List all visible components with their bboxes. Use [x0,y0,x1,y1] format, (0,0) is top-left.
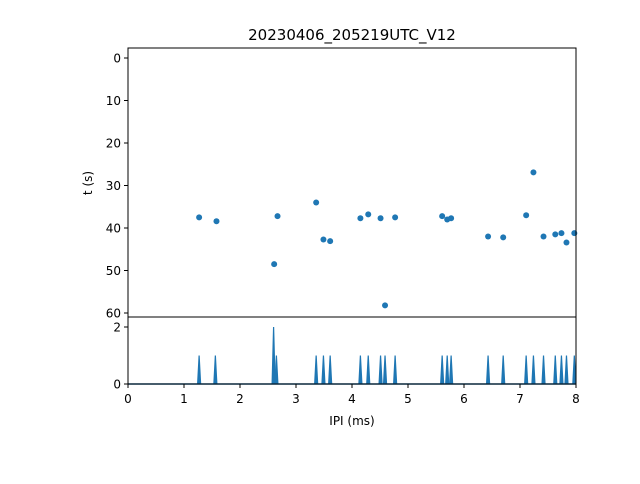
x-axis-label: IPI (ms) [329,414,374,428]
scatter-point [382,302,389,309]
histogram-bar [541,355,546,385]
histogram-bar [321,355,326,385]
scatter-point [365,211,372,218]
histogram-axes: 0 2 0 1 2 3 4 5 6 7 8 [113,316,580,406]
histogram-bar [572,355,577,385]
x-tick-label: 3 [292,392,300,406]
y-tick-label: 50 [106,264,121,278]
y-tick-label: 2 [113,321,121,335]
y-tick-label: 30 [106,179,121,193]
y-tick-label: 60 [106,307,121,321]
histogram-bar [382,355,388,385]
scatter-point [523,212,530,219]
scatter-point [196,214,203,221]
histogram-bar [531,355,536,385]
x-tick-label: 1 [180,392,188,406]
scatter-point [500,234,507,241]
chart-title: 20230406_205219UTC_V12 [248,26,456,45]
scatter-point [313,199,320,206]
histogram-bar [213,355,218,385]
histogram-bar [314,355,319,385]
histogram-bar [553,355,558,385]
scatter-point [213,218,220,225]
histogram-bar [485,355,491,385]
histogram-bar [274,355,279,385]
histogram-bar [378,355,383,385]
x-tick-label: 6 [460,392,468,406]
histogram-bar [564,355,569,385]
y-tick-label: 10 [106,94,121,108]
x-tick-label: 0 [124,392,132,406]
histogram-bar [366,355,371,385]
x-tick-label: 4 [348,392,356,406]
scatter-point [485,233,492,240]
scatter-point [552,231,559,238]
histogram-bar [328,355,333,385]
histogram-bar [524,355,529,385]
plot-frame [127,47,577,318]
y-tick-label: 40 [106,222,121,236]
histogram-bar [358,355,363,385]
scatter-point [320,236,327,243]
scatter-axes: 0 10 20 30 40 50 60 [106,47,578,321]
scatter-point [357,215,364,222]
histogram-bar [449,355,454,385]
histogram-bar [440,355,445,385]
scatter-point [540,233,547,240]
histogram-bar [197,355,202,385]
scatter-point [274,213,281,220]
scatter-point [377,215,384,222]
x-tick-label: 8 [572,392,580,406]
scatter-point [439,213,446,220]
histogram-bar [501,355,506,385]
scatter-point [530,169,537,176]
x-tick-label: 5 [404,392,412,406]
scatter-point [448,215,455,222]
histogram-bar [271,326,276,385]
scatter-point [327,238,334,245]
y-axis-label: t (s) [81,171,95,195]
y-tick-label: 20 [106,137,121,151]
y-tick-label: 0 [113,52,121,66]
plot-frame [127,316,577,385]
x-tick-label: 7 [516,392,524,406]
y-tick-label: 0 [113,378,121,392]
scatter-point [392,214,399,221]
histogram-bar [393,355,398,385]
scatter-point [563,239,570,246]
histogram-bar [559,355,564,385]
x-tick-label: 2 [236,392,244,406]
scatter-point [558,230,565,237]
scatter-point [271,261,278,268]
histogram-bar [445,355,450,385]
